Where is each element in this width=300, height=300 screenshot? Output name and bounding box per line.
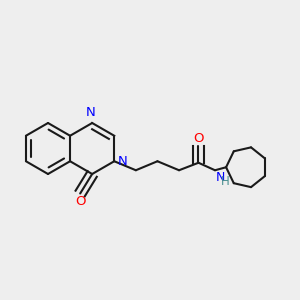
Text: H: H xyxy=(220,175,229,188)
Text: N: N xyxy=(216,171,225,184)
Text: O: O xyxy=(193,132,204,145)
Text: N: N xyxy=(117,155,127,168)
Text: N: N xyxy=(86,106,95,119)
Text: O: O xyxy=(75,195,86,208)
